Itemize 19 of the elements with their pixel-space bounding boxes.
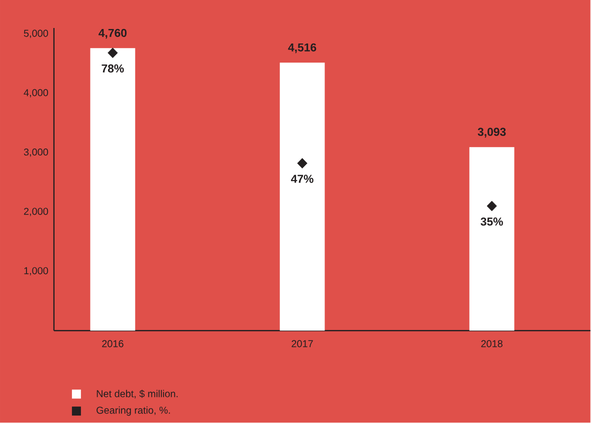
bar: [280, 62, 325, 331]
data-label: 47%: [290, 175, 314, 184]
y-tick-label: 5,000: [24, 30, 48, 38]
y-tick-label: 4,000: [24, 89, 48, 98]
data-label: 78%: [102, 64, 124, 73]
data-label: 3,093: [478, 128, 506, 138]
bar: [90, 48, 136, 331]
y-tick-label: 2,000: [24, 208, 48, 216]
bar: [469, 147, 514, 331]
x-tick-label: 2017: [292, 340, 313, 348]
data-label: 4,516: [288, 44, 316, 54]
data-label: 35%: [480, 218, 503, 226]
legend-label: Gearing ratio, %.: [96, 406, 170, 416]
legend-label: Net debt, $ million.: [96, 390, 178, 399]
x-tick-label: 2016: [102, 340, 124, 348]
y-tick-label: 1,000: [24, 267, 48, 276]
data-label: 4,760: [98, 29, 127, 39]
x-tick-label: 2018: [481, 340, 502, 348]
y-tick-label: 3,000: [24, 148, 48, 157]
